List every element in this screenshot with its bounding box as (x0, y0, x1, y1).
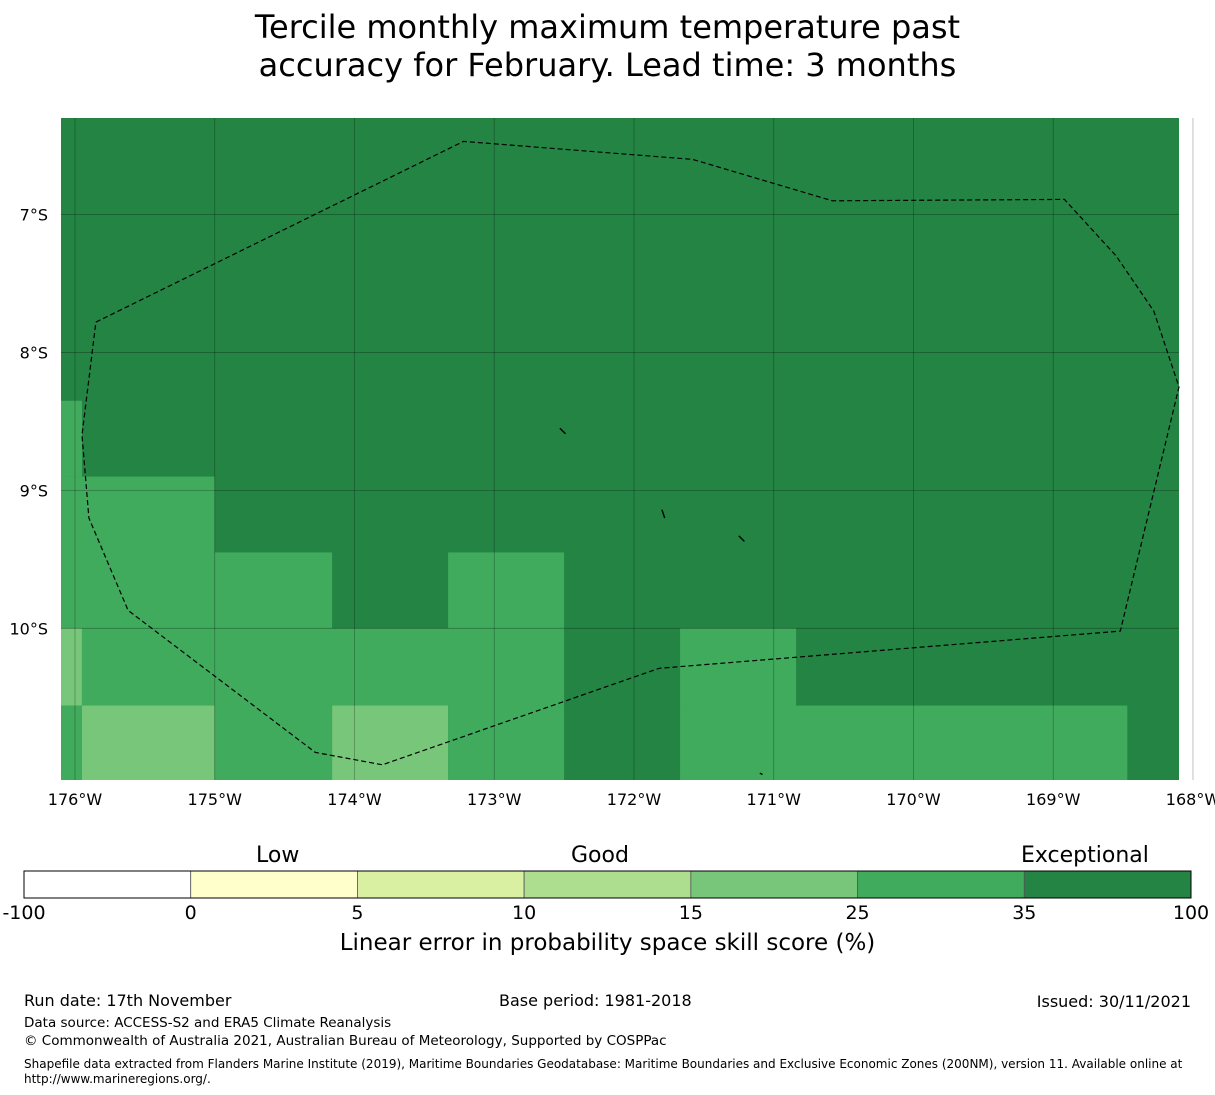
lon-tick-label: 173°W (467, 790, 522, 809)
colorbar-tick-label: -100 (2, 902, 46, 924)
colorbar-word-good: Good (571, 843, 629, 868)
skill-cell (61, 476, 215, 629)
lat-tick-label: 7°S (20, 206, 48, 225)
run-date: Run date: 17th November (24, 991, 232, 1010)
islands (559, 427, 763, 776)
skill-map: 176°W 175°W 174°W 173°W 172°W 171°W 170°W 169°W… (9, 118, 1215, 809)
data-source: Data source: ACCESS-S2 and ERA5 Climate … (24, 1015, 392, 1031)
skill-cell (61, 400, 82, 477)
skill-cell (61, 705, 82, 780)
skill-cell (61, 628, 82, 706)
colorbar (23, 870, 1192, 899)
colorbar-segment (23, 870, 192, 899)
colorbar-tick-label: 10 (512, 902, 537, 924)
skill-grid-cells (61, 118, 1179, 780)
colorbar-tick-label: 35 (1012, 902, 1037, 924)
colorbar-segment (523, 870, 692, 899)
lon-tick-label: 172°W (607, 790, 662, 809)
lon-tick-label: 174°W (327, 790, 382, 809)
lat-tick-label: 8°S (20, 343, 48, 362)
skill-cell (680, 705, 1128, 780)
chart-title-line-2: accuracy for February. Lead time: 3 mont… (258, 46, 957, 84)
lon-tick-label: 171°W (747, 790, 802, 809)
lat-tick-label: 10°S (9, 619, 48, 638)
chart-title-line-1: Tercile monthly maximum temperature past (254, 8, 961, 46)
skill-cell (332, 705, 449, 780)
colorbar-tick-label: 15 (678, 902, 703, 924)
island-outline (661, 509, 666, 519)
graticule (61, 118, 1194, 780)
skill-cell (448, 705, 565, 780)
shapefile-credit: Shapefile data extracted from Flanders M… (24, 1057, 1183, 1086)
colorbar-segment (190, 870, 358, 899)
island-outline (559, 427, 566, 435)
skill-cell (81, 628, 565, 706)
colorbar-tick-label: 100 (1172, 902, 1210, 924)
colorbar-tick-label: 5 (351, 902, 364, 924)
lon-tick-label: 168°W (1166, 790, 1215, 809)
eez-boundary (81, 140, 1180, 766)
colorbar-label: Linear error in probability space skill … (339, 930, 876, 956)
lon-tick-label: 170°W (886, 790, 941, 809)
colorbar-tick-label: 0 (184, 902, 197, 924)
axis-tick-labels: 176°W 175°W 174°W 173°W 172°W 171°W 170°W 169°W… (9, 206, 1215, 809)
copyright: © Commonwealth of Australia 2021, Austra… (24, 1033, 667, 1049)
skill-cell (214, 705, 333, 780)
colorbar-segment (857, 870, 1025, 899)
base-period: Base period: 1981-2018 (499, 991, 692, 1010)
colorbar-word-low: Low (256, 843, 300, 868)
lon-tick-label: 169°W (1026, 790, 1081, 809)
island-outline (738, 535, 745, 542)
colorbar-segment (357, 870, 525, 899)
skill-cell (81, 705, 215, 780)
colorbar-segment (1023, 870, 1192, 899)
colorbar-word-exceptional: Exceptional (1021, 843, 1149, 868)
skill-cell (448, 552, 565, 629)
issued-date: Issued: 30/11/2021 (1036, 992, 1191, 1011)
skill-cell (680, 628, 797, 706)
lat-tick-label: 9°S (20, 481, 48, 500)
skill-cell (214, 552, 333, 629)
island-outline (759, 772, 763, 776)
colorbar-segment (690, 870, 858, 899)
lon-tick-label: 176°W (48, 790, 103, 809)
colorbar-frame (23, 870, 1192, 899)
colorbar-tick-label: 25 (845, 902, 870, 924)
lon-tick-label: 175°W (188, 790, 243, 809)
